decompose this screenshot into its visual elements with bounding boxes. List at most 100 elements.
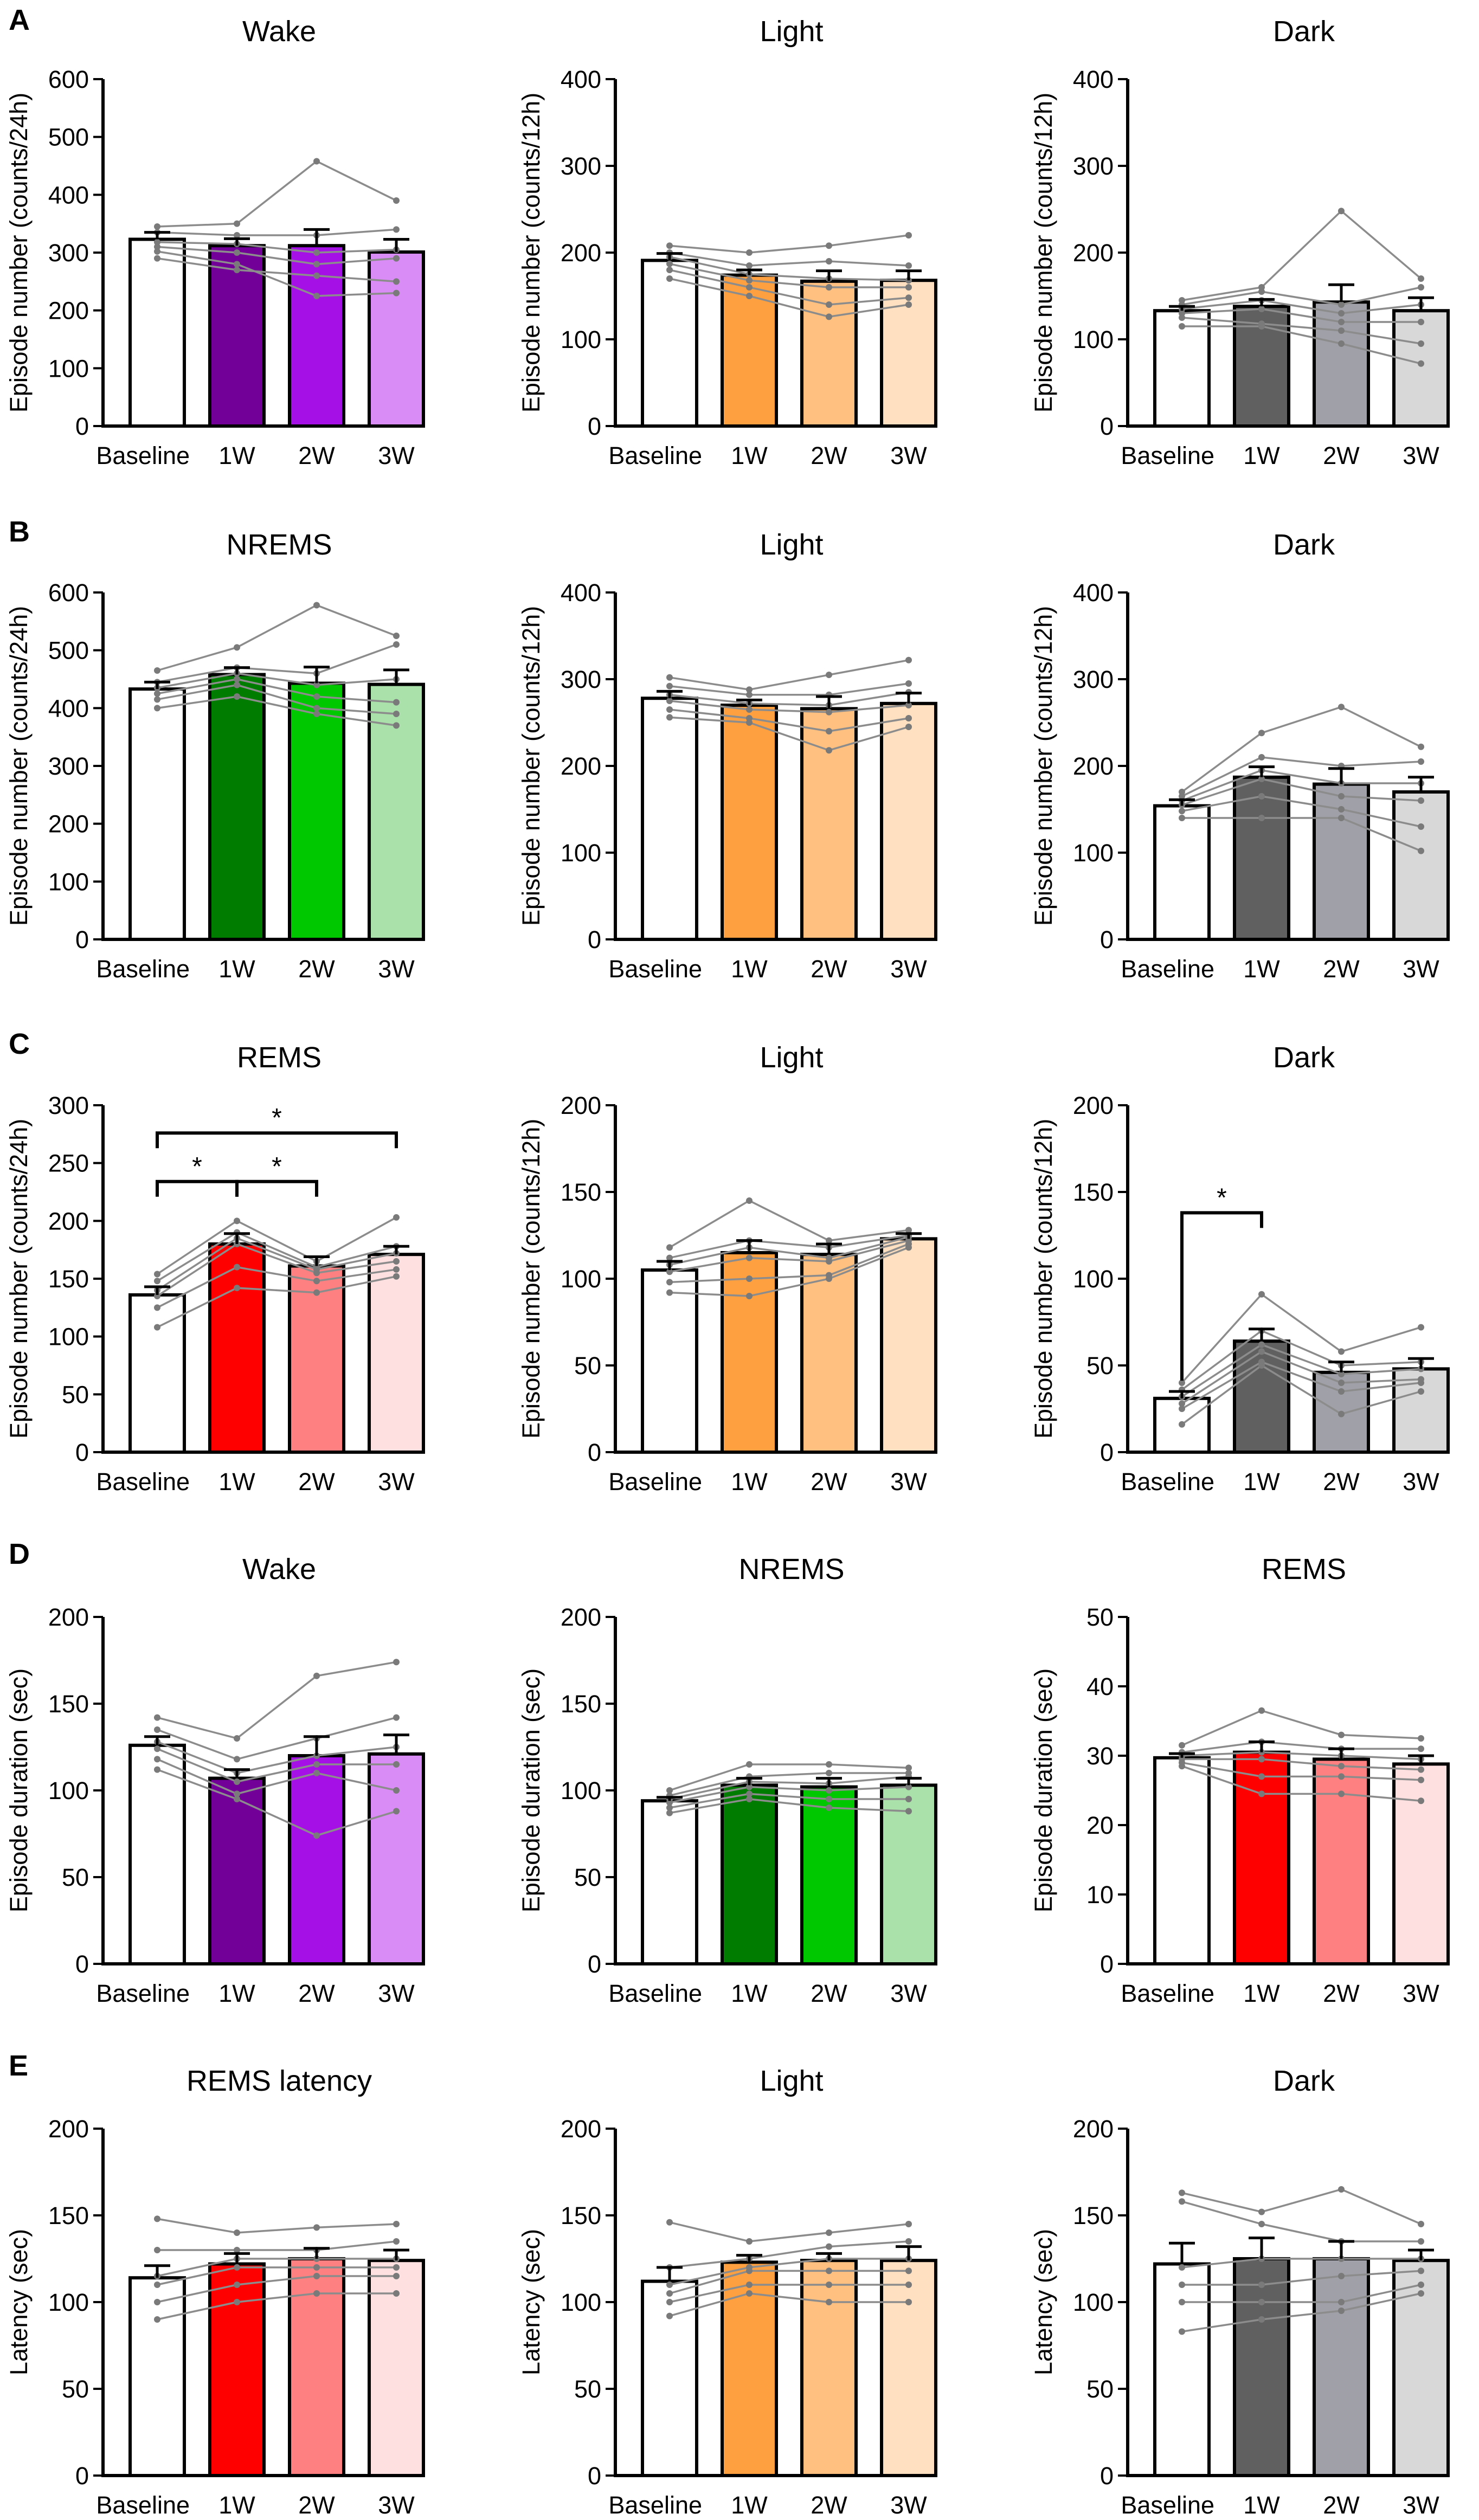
bar	[1153, 804, 1211, 941]
individual-point	[154, 705, 160, 712]
chart-panel: REMS Episode number (counts/24h) 0 50 100 150…	[5, 1041, 425, 1496]
significance-marker: *	[272, 1104, 282, 1132]
individual-point	[1418, 1380, 1424, 1386]
y-tick-label: 400	[561, 579, 601, 607]
individual-point	[154, 667, 160, 674]
y-tick-label: 300	[48, 239, 89, 267]
y-tick-label: 400	[561, 66, 601, 93]
individual-trace	[157, 1237, 397, 1291]
individual-trace	[669, 708, 909, 732]
individual-trace	[669, 252, 909, 267]
x-tick-label: 2W	[811, 955, 847, 983]
individual-point	[905, 724, 912, 730]
chart-title: REMS	[1262, 1553, 1346, 1586]
individual-point	[1418, 1797, 1424, 1804]
y-axis-label: Episode duration (sec)	[517, 1668, 545, 1912]
individual-point	[393, 2290, 400, 2297]
individual-trace	[157, 604, 397, 672]
chart-panel: Dark Episode number (counts/12h) 0 100 200 30…	[1030, 529, 1450, 983]
individual-trace	[669, 1236, 909, 1266]
bar	[128, 687, 186, 941]
y-tick-label: 500	[48, 124, 89, 151]
individual-point	[1418, 743, 1424, 750]
individual-point	[1338, 319, 1345, 325]
x-tick-label: 3W	[378, 1468, 415, 1496]
x-tick-label: 2W	[811, 1468, 847, 1496]
individual-point	[234, 1264, 240, 1271]
x-tick-label: 3W	[1403, 1468, 1439, 1496]
y-tick-label: 300	[561, 666, 601, 693]
y-axis-label: Episode number (counts/12h)	[517, 606, 545, 926]
individual-trace	[669, 1239, 909, 1273]
individual-point	[666, 1799, 673, 1806]
individual-point	[905, 715, 912, 721]
individual-point	[313, 1770, 320, 1776]
individual-point	[1338, 793, 1345, 800]
individual-point	[666, 698, 673, 704]
individual-point	[1338, 1731, 1345, 1738]
y-tick-label: 200	[1073, 239, 1114, 267]
individual-point	[1338, 806, 1345, 813]
individual-point	[1179, 1380, 1185, 1386]
individual-point	[746, 2267, 753, 2274]
individual-trace	[157, 1741, 397, 1774]
individual-point	[154, 1293, 160, 1299]
individual-point	[905, 2221, 912, 2227]
individual-point	[1418, 275, 1424, 282]
individual-trace	[157, 1231, 397, 1282]
individual-point	[234, 1796, 240, 1802]
x-tick-label: Baseline	[1121, 442, 1214, 469]
individual-trace	[157, 1266, 397, 1309]
individual-point	[905, 1244, 912, 1251]
individual-point	[1179, 2264, 1185, 2271]
individual-trace	[1181, 1350, 1422, 1404]
individual-point	[666, 1254, 673, 1261]
individual-trace	[157, 2292, 396, 2321]
individual-point	[1338, 1763, 1345, 1770]
chart-title: Light	[760, 529, 823, 561]
individual-trace	[669, 269, 909, 306]
individual-point	[1338, 327, 1345, 334]
individual-point	[666, 260, 673, 267]
x-tick-label: Baseline	[96, 1468, 190, 1496]
y-tick-label: 400	[48, 694, 89, 722]
y-tick-label: 0	[75, 1439, 89, 1466]
individual-point	[1338, 1773, 1345, 1780]
panel-label-e: E	[9, 2049, 29, 2082]
bar	[1153, 2262, 1211, 2478]
individual-point	[313, 681, 320, 688]
individual-trace	[157, 1216, 397, 1275]
y-tick-label: 150	[561, 1690, 601, 1718]
x-tick-label: Baseline	[608, 2491, 702, 2517]
individual-point	[746, 284, 753, 291]
individual-point	[1338, 1388, 1345, 1395]
y-tick-label: 200	[48, 1603, 89, 1631]
individual-trace	[1181, 308, 1421, 323]
individual-point	[905, 1227, 912, 1234]
x-tick-label: 1W	[218, 1980, 255, 2007]
bar	[1233, 1750, 1290, 1966]
y-tick-label: 100	[48, 868, 89, 895]
individual-trace	[669, 1234, 909, 1259]
individual-trace	[157, 257, 397, 283]
individual-trace	[669, 1243, 909, 1284]
panel-label-b: B	[9, 515, 30, 548]
significance-marker: *	[1217, 1183, 1227, 1212]
individual-point	[746, 1761, 753, 1768]
individual-point	[905, 294, 912, 301]
individual-point	[393, 1761, 400, 1768]
individual-trace	[1181, 2292, 1422, 2333]
individual-point	[1258, 2299, 1265, 2305]
individual-point	[393, 633, 400, 639]
individual-point	[746, 1254, 753, 1261]
individual-point	[746, 2281, 753, 2288]
individual-point	[313, 1672, 320, 1679]
bar	[800, 1785, 858, 1966]
individual-point	[234, 2247, 240, 2253]
bar	[128, 2276, 186, 2478]
individual-point	[1418, 823, 1424, 830]
chart-panel: Dark Episode number (counts/12h) 0 50 100 150…	[1030, 1041, 1450, 1496]
individual-point	[1338, 340, 1345, 347]
bar	[368, 250, 425, 428]
